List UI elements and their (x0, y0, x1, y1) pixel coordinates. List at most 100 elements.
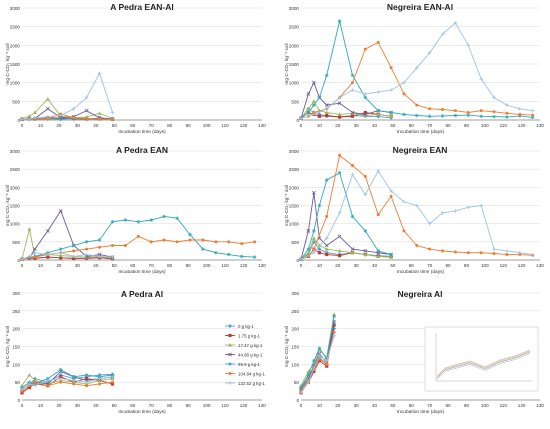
data-point (33, 380, 37, 384)
data-point (98, 382, 102, 386)
data-point (350, 172, 355, 177)
data-point (110, 110, 115, 115)
data-point (376, 254, 381, 258)
data-point (201, 247, 205, 251)
data-point (311, 190, 316, 195)
data-point (312, 111, 316, 115)
data-point (306, 373, 311, 377)
x-tick-label: 70 (427, 263, 433, 268)
data-point (228, 324, 232, 328)
data-point (350, 88, 355, 92)
data-point (27, 117, 32, 121)
data-point (363, 174, 367, 178)
series-line (300, 81, 392, 119)
data-point (440, 32, 445, 36)
data-point (58, 250, 63, 255)
chart-panel: 0 500 1000 1500 2000 2500 3000 0 10 20 30 40 50 60 70 8… (284, 2, 544, 135)
data-point (325, 362, 329, 366)
x-tick-label: 20 (56, 263, 62, 268)
x-tick-label: 60 (130, 403, 136, 408)
data-point (317, 114, 321, 118)
data-point (492, 251, 496, 255)
data-point (84, 380, 89, 384)
data-point (453, 250, 457, 254)
x-tick-label: 130 (536, 263, 544, 268)
data-point (162, 238, 166, 242)
data-point (350, 114, 355, 118)
data-point (306, 229, 311, 233)
x-tick-label: 20 (56, 123, 62, 128)
data-point (492, 110, 496, 114)
data-point (312, 250, 316, 255)
data-point (110, 117, 114, 121)
series (299, 169, 535, 262)
data-point (312, 366, 316, 370)
data-point (306, 250, 311, 255)
x-tick-label: 60 (409, 403, 415, 408)
data-point (440, 210, 445, 215)
data-point (317, 95, 322, 100)
data-point (337, 248, 342, 253)
data-point (72, 382, 76, 386)
data-point (531, 113, 535, 117)
y-axis-label: mg C-CO₂ kg⁻¹ soil (5, 326, 11, 367)
data-point (453, 113, 458, 118)
data-point (324, 236, 329, 240)
data-point (389, 66, 393, 70)
x-tick-label: 90 (464, 123, 470, 128)
data-point (332, 314, 336, 318)
y-tick-label: 2000 (10, 185, 21, 190)
y-tick-label: 2500 (10, 25, 21, 30)
legend-label: 1.75 g kg-1 (238, 333, 261, 338)
y-tick-label: 2500 (289, 167, 300, 172)
data-point (376, 249, 381, 253)
x-tick-label: 90 (464, 403, 470, 408)
data-point (46, 114, 50, 119)
data-point (306, 106, 311, 111)
x-tick-label: 40 (93, 263, 99, 268)
data-point (20, 117, 24, 122)
data-point (389, 88, 393, 92)
data-point (46, 252, 50, 257)
data-point (20, 391, 24, 395)
inset-thumbnail (424, 326, 539, 392)
data-point (530, 115, 535, 120)
x-tick-label: 50 (112, 263, 118, 268)
series (299, 334, 336, 395)
data-point (299, 257, 303, 262)
data-point (324, 73, 329, 77)
data-point (338, 115, 342, 119)
x-tick-label: 70 (427, 123, 433, 128)
data-point (214, 240, 218, 244)
y-tick-label: 2500 (10, 167, 21, 172)
data-point (33, 250, 37, 255)
data-point (33, 255, 37, 259)
x-axis-label: Incubation time (days) (118, 269, 166, 275)
data-point (59, 256, 63, 260)
x-tick-label: 100 (481, 263, 489, 268)
data-point (27, 385, 31, 390)
data-point (376, 112, 381, 116)
y-tick-label: 500 (12, 99, 20, 104)
x-tick-label: 70 (427, 403, 433, 408)
x-tick-label: 130 (258, 123, 266, 128)
x-tick-label: 80 (446, 123, 452, 128)
data-point (363, 110, 367, 115)
data-point (479, 203, 483, 208)
y-tick-label: 500 (12, 240, 20, 245)
data-point (317, 243, 322, 247)
x-tick-label: 30 (75, 123, 81, 128)
legend-label: 0 g kg-1 (238, 324, 254, 329)
data-point (402, 80, 406, 85)
data-point (363, 249, 368, 253)
y-tick-label: 1000 (10, 222, 21, 227)
data-point (71, 107, 76, 111)
x-tick-label: 130 (258, 403, 266, 408)
data-point (59, 380, 63, 384)
x-tick-label: 10 (38, 403, 44, 408)
y-tick-label: 250 (291, 309, 299, 314)
y-axis-label: mg C-CO₂ kg⁻¹ soil (5, 43, 11, 84)
inset-line (436, 353, 531, 380)
data-point (85, 384, 89, 388)
